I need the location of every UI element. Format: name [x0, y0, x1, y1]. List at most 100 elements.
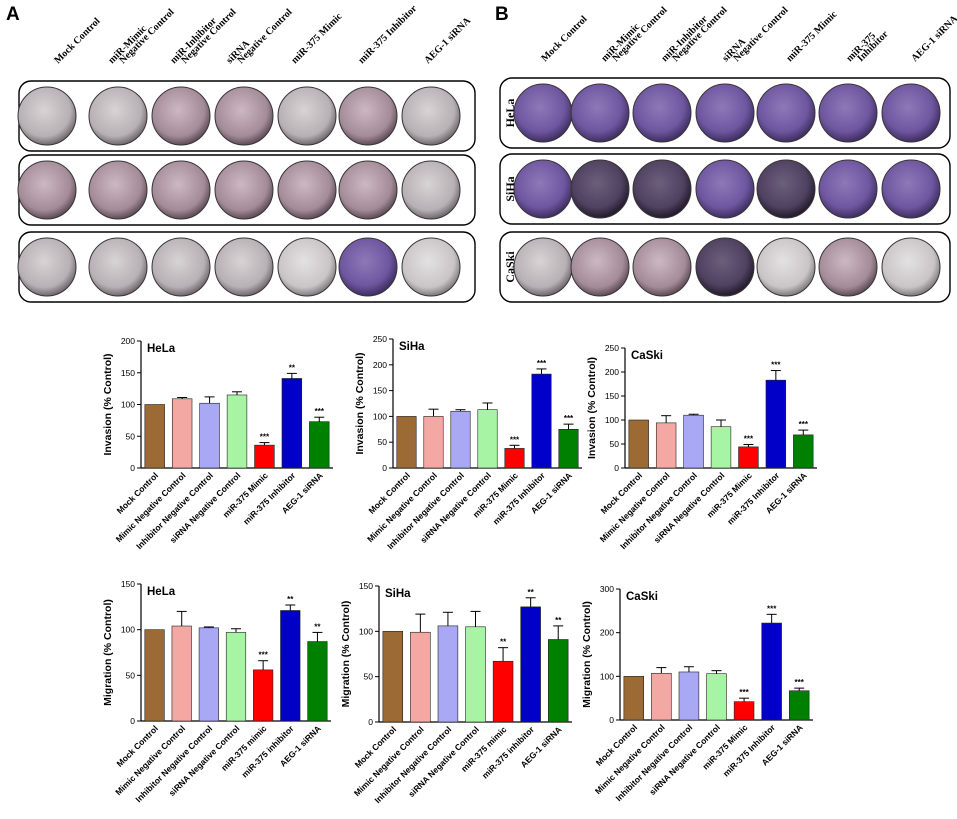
dish-b-0-2: [632, 83, 692, 143]
y-tick-label: 0: [130, 463, 135, 473]
dish-a-0-1: [88, 86, 148, 146]
dish-a-1-5: [338, 160, 398, 220]
significance-5: ***: [537, 359, 547, 368]
significance-6: **: [555, 616, 562, 625]
significance-4: ***: [744, 434, 754, 443]
y-tick-label: 150: [605, 391, 619, 401]
bar-3: [225, 632, 247, 722]
significance-6: ***: [564, 414, 574, 423]
dish-b-2-3: [695, 237, 755, 297]
bar-5: [765, 379, 787, 469]
dish-b-2-1: [570, 237, 630, 297]
bar-1: [171, 398, 193, 469]
column-label-a-4: miR-375 Mimic: [289, 11, 344, 66]
significance-5: **: [528, 588, 535, 597]
y-axis-title: Invasion (% Control): [354, 352, 366, 454]
bar-0: [628, 419, 649, 469]
chart-title: CaSki: [626, 591, 658, 603]
row-frame-b-0: [499, 77, 951, 149]
significance-5: **: [289, 363, 296, 372]
bar-6: [547, 639, 569, 723]
bar-4: [492, 660, 514, 723]
bar-2: [683, 414, 704, 469]
bar-1: [651, 672, 672, 721]
bar-1: [655, 422, 677, 469]
dish-a-2-1: [88, 237, 148, 297]
dish-b-0-5: [818, 83, 878, 143]
bar-5: [281, 378, 303, 469]
bar-4: [504, 448, 525, 469]
y-tick-label: 100: [121, 625, 135, 635]
y-tick-label: 200: [121, 336, 135, 346]
y-axis-title: Migration (% Control): [102, 599, 114, 706]
significance-5: ***: [771, 361, 781, 370]
dish-a-0-6: [401, 86, 461, 146]
y-tick-label: 0: [382, 463, 387, 473]
y-tick-label: 200: [605, 367, 619, 377]
bar-0: [144, 404, 165, 469]
y-tick-label: 250: [605, 343, 619, 353]
chart-title: HeLa: [147, 343, 176, 355]
y-tick-label: 50: [378, 437, 388, 447]
bar-1: [423, 416, 444, 469]
y-tick-label: 250: [373, 334, 387, 344]
y-tick-label: 150: [121, 579, 135, 589]
chart-2: 0 50 100 150 200 250 Invasion (% Control) CaSki…: [586, 343, 817, 551]
y-tick-label: 0: [130, 716, 135, 726]
bar-2: [198, 627, 219, 722]
dish-a-0-2: [151, 86, 211, 146]
bar-3: [710, 426, 732, 469]
dish-a-0-4: [277, 86, 337, 146]
significance-6: ***: [315, 407, 325, 416]
bar-2: [450, 410, 471, 469]
column-label-a-5: miR-375 Inhibitor: [356, 3, 419, 66]
column-label-a-3: Negative Control: [235, 7, 294, 66]
significance-6: ***: [795, 678, 805, 687]
dish-a-1-0: [17, 160, 77, 220]
bar-5: [280, 610, 301, 722]
row-frame-b-1: [499, 153, 951, 225]
column-label-a-1: Negative Control: [117, 7, 176, 66]
column-label-b-6: AEG-1 siRNA: [909, 13, 957, 64]
dish-a-0-3: [214, 86, 274, 146]
y-tick-label: 200: [600, 628, 614, 638]
bar-4: [733, 701, 755, 721]
bar-3: [706, 673, 727, 721]
bar-0: [623, 676, 645, 721]
y-axis-title: Migration (% Control): [340, 601, 352, 708]
significance-4: **: [500, 638, 507, 647]
bar-3: [477, 409, 498, 469]
significance-6: ***: [799, 420, 809, 429]
significance-6: **: [314, 622, 321, 631]
chart-title: SiHa: [385, 588, 411, 600]
bar-5: [531, 373, 552, 469]
y-tick-label: 300: [600, 584, 614, 594]
bar-2: [437, 625, 459, 723]
y-tick-label: 150: [373, 386, 387, 396]
dish-a-1-1: [88, 160, 148, 220]
dish-b-0-1: [570, 83, 630, 143]
y-axis-title: Invasion (% Control): [586, 357, 598, 459]
column-label-a-0: Mock Control: [52, 16, 102, 66]
row-frame-b-2: [499, 231, 951, 303]
bar-4: [254, 444, 275, 469]
column-label-b-3: Negative Control: [731, 5, 790, 64]
dish-a-2-5: [338, 237, 398, 297]
y-tick-label: 200: [373, 360, 387, 370]
bar-0: [382, 631, 404, 723]
y-tick-label: 0: [614, 463, 619, 473]
column-label-b-4: miR-375 Mimic: [784, 9, 839, 64]
dish-b-0-6: [881, 83, 941, 143]
bar-3: [226, 394, 248, 469]
bar-2: [199, 402, 220, 469]
y-axis-title: Invasion (% Control): [102, 353, 114, 455]
row-label-b-0: HeLa: [503, 99, 517, 128]
significance-4: ***: [739, 688, 749, 697]
significance-4: ***: [260, 433, 270, 442]
dish-a-1-6: [401, 160, 461, 220]
